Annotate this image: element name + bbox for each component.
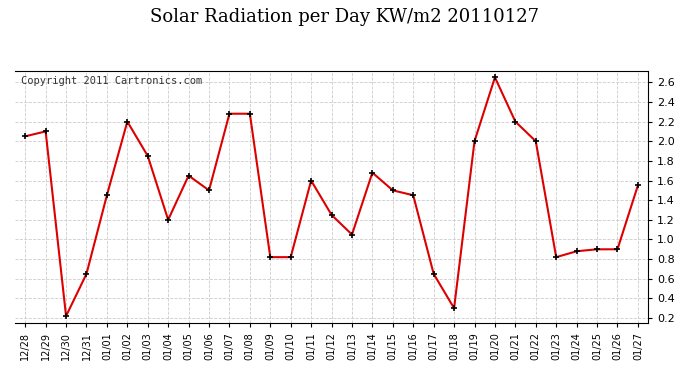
Text: Solar Radiation per Day KW/m2 20110127: Solar Radiation per Day KW/m2 20110127: [150, 8, 540, 26]
Text: Copyright 2011 Cartronics.com: Copyright 2011 Cartronics.com: [21, 75, 203, 86]
